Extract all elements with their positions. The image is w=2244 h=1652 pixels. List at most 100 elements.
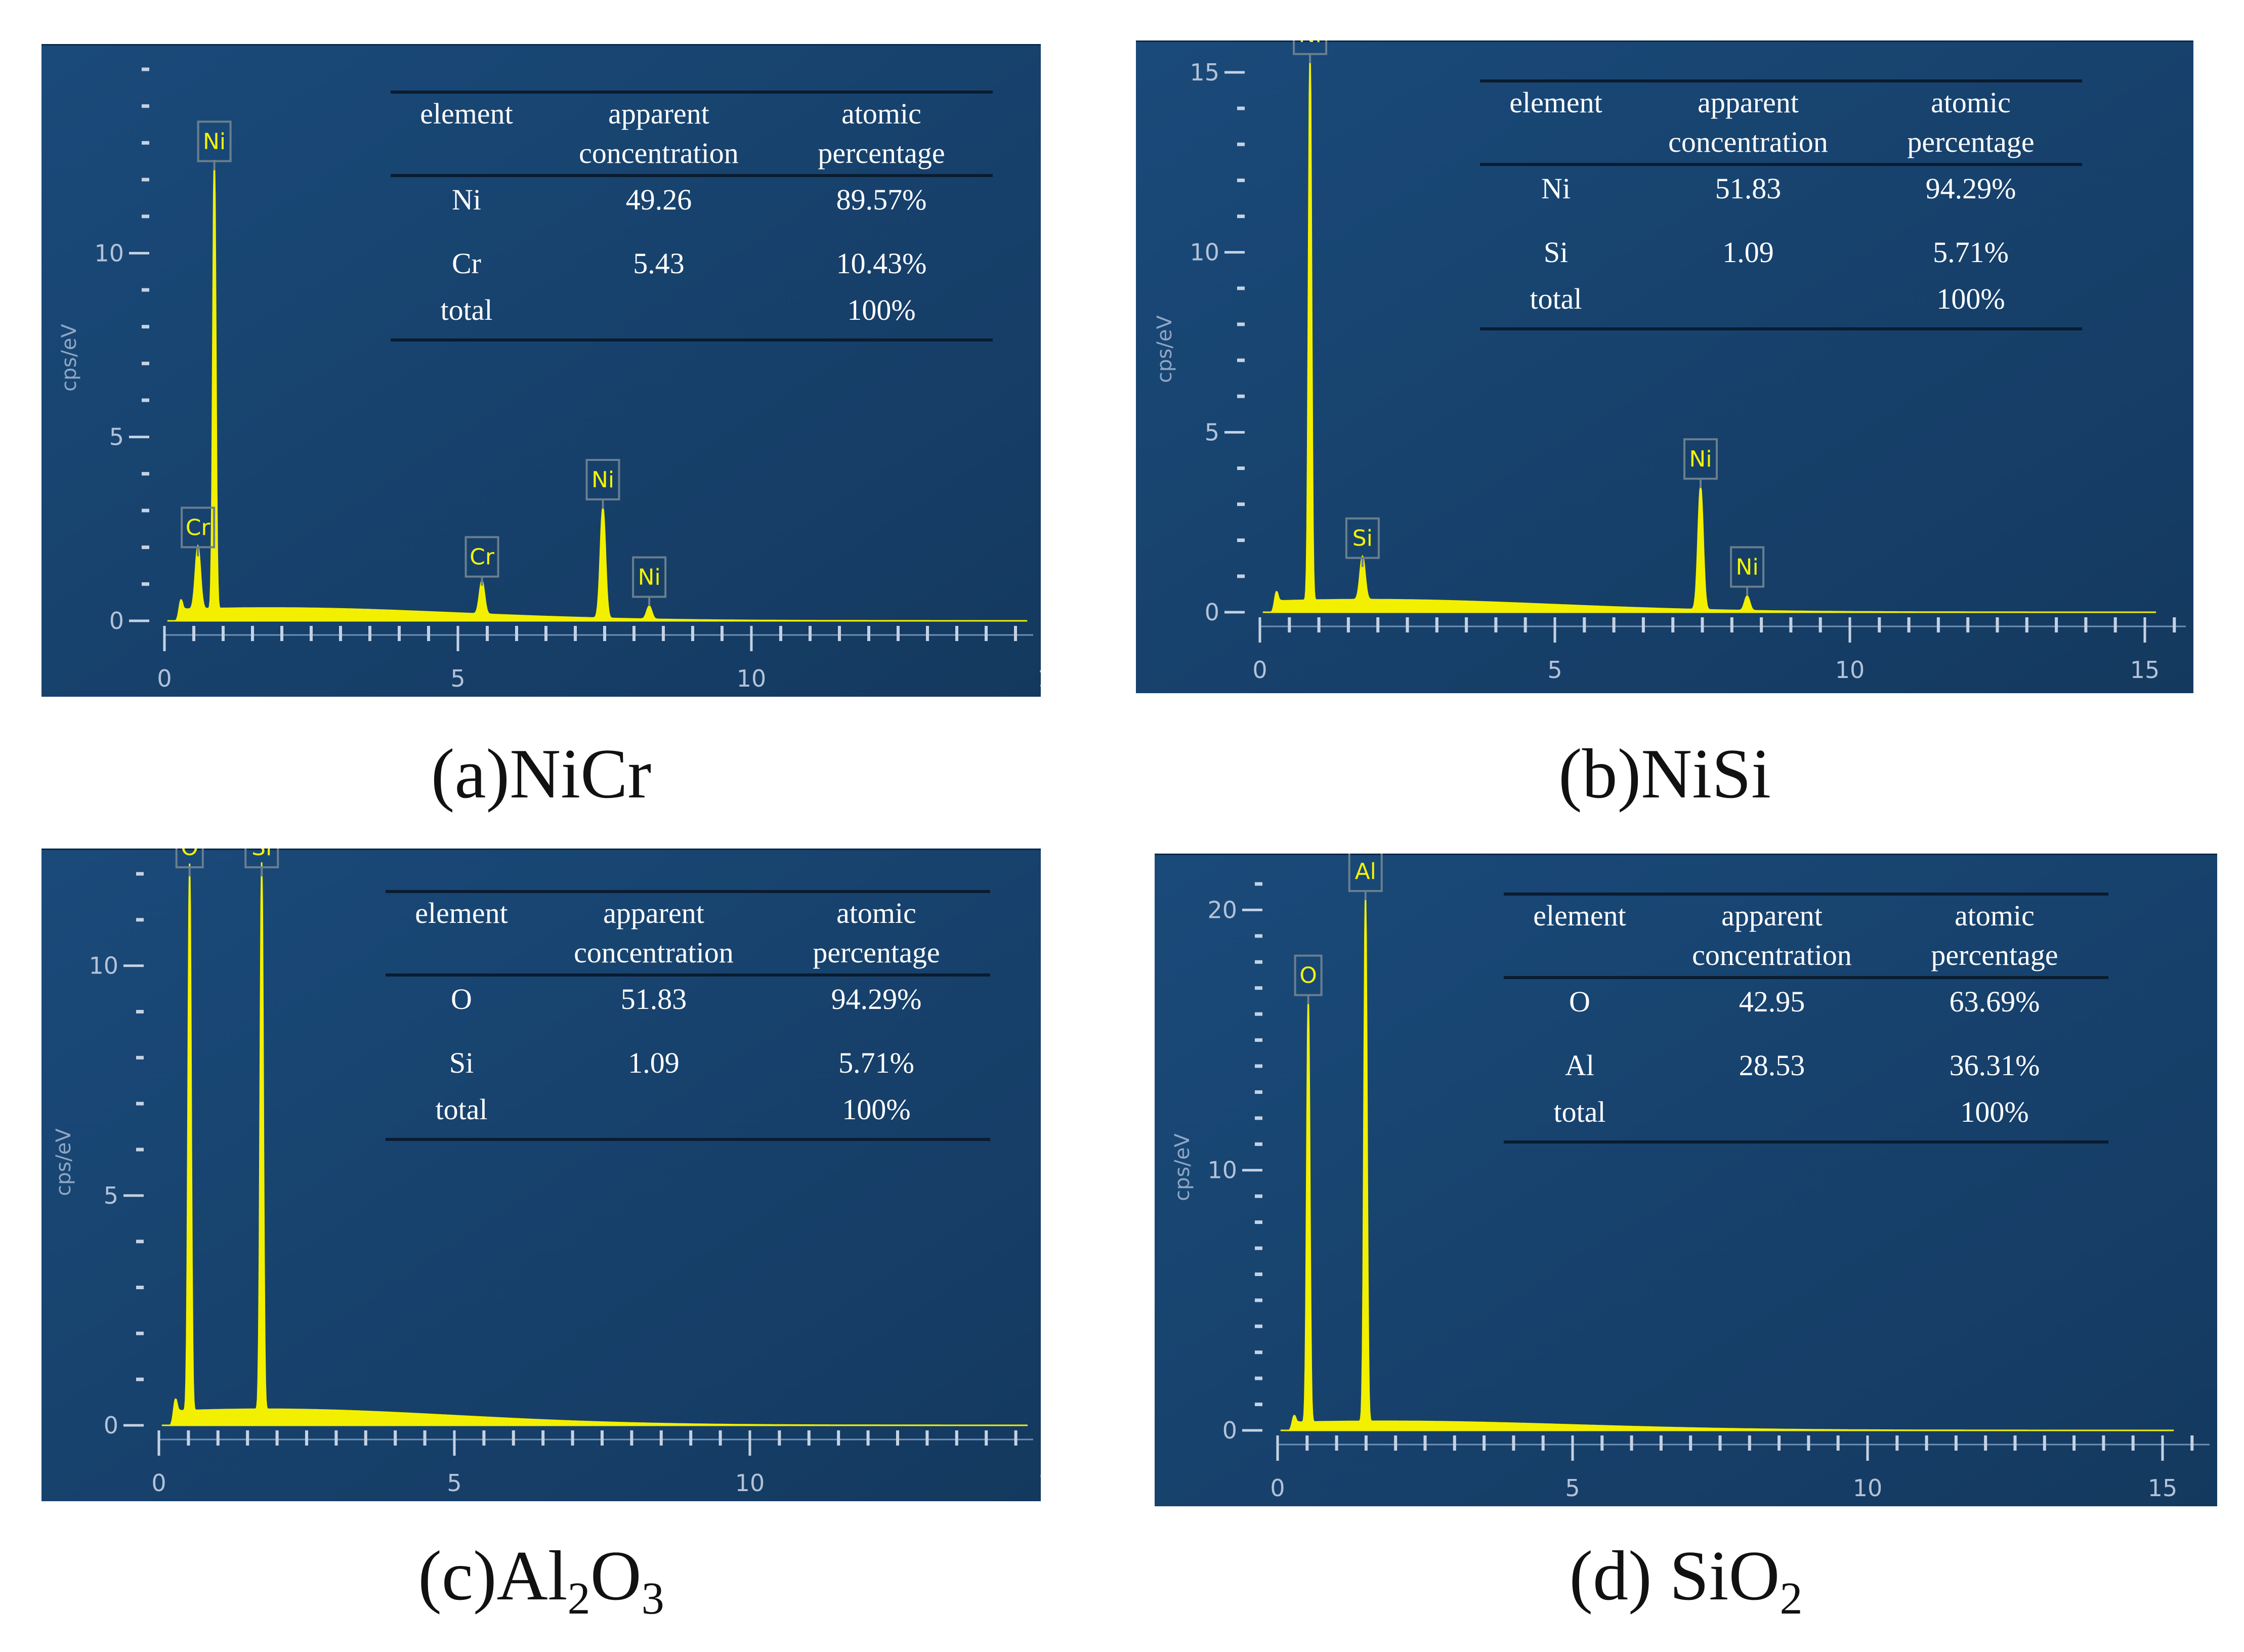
- y-axis-label: cps/eV: [1171, 1133, 1194, 1201]
- spectrum-panel-al2o3: cps/eV 0 5 10 0 5 10 1 O Si element apparent concent…: [41, 849, 1041, 1501]
- y-axis-label: cps/eV: [1153, 315, 1176, 383]
- x-tick-label: 10: [737, 665, 767, 692]
- peak-marker: O: [1294, 954, 1323, 1004]
- caption-al2o3-mid: O: [590, 1537, 642, 1615]
- peak-marker: Ni: [1683, 438, 1718, 488]
- y-tick-label: 0: [1205, 599, 1219, 626]
- peak-marker: Si: [244, 849, 279, 877]
- x-tick-label: 15: [2148, 1474, 2178, 1502]
- caption-al2o3-prefix: (c)Al: [418, 1537, 568, 1615]
- x-tick-label: 1: [1038, 1469, 1041, 1497]
- x-tick-label: 0: [1252, 656, 1267, 684]
- peak-marker: Ni: [585, 459, 620, 509]
- y-axis-label: cps/eV: [58, 324, 81, 392]
- plot-background: [1136, 40, 2193, 693]
- table-cell: 94.29%: [831, 983, 922, 1015]
- peak-label: Ni: [203, 129, 226, 154]
- peak-marker: Ni: [1293, 40, 1328, 63]
- table-header-cell: concentration: [579, 137, 739, 170]
- spectrum-chart: cps/eV 0 5 10 0 5 10 1 Cr Ni Cr Ni Ni element apparent…: [41, 44, 1041, 697]
- table-header-cell: apparent: [603, 897, 704, 929]
- table-cell: 1.09: [628, 1046, 680, 1079]
- table-cell: Ni: [452, 183, 481, 216]
- table-cell: 5.71%: [1933, 236, 2009, 269]
- x-tick-label: 15: [2130, 656, 2160, 684]
- spectrum-trace: [161, 862, 1028, 1426]
- spectrum-trace: [1262, 53, 2156, 613]
- peak-label: O: [181, 849, 198, 861]
- x-tick-label: 10: [1853, 1474, 1883, 1502]
- table-header-cell: percentage: [813, 936, 940, 969]
- table-header-cell: concentration: [1668, 125, 1828, 158]
- spectrum-chart: cps/eV 0 10 20 0 5 10 15 O Al element apparent conce…: [1155, 854, 2217, 1506]
- table-cell: 63.69%: [1950, 985, 2040, 1018]
- peak-marker-box: [1293, 40, 1328, 55]
- peak-label: Ni: [591, 467, 614, 493]
- spectrum-panel-nicr: cps/eV 0 5 10 0 5 10 1 Cr Ni Cr Ni Ni element apparent…: [41, 44, 1041, 697]
- table-cell: 36.31%: [1950, 1049, 2040, 1082]
- y-tick-label: 10: [1190, 239, 1219, 266]
- table-cell: O: [451, 983, 472, 1015]
- table-cell: Cr: [452, 247, 481, 280]
- table-header-cell: percentage: [1907, 125, 2034, 158]
- table-cell: Al: [1565, 1049, 1594, 1082]
- peak-label: Ni: [1689, 446, 1712, 472]
- peak-marker-box: [1294, 954, 1323, 996]
- table-header-cell: percentage: [1931, 939, 2058, 971]
- x-tick-label: 0: [151, 1469, 166, 1497]
- peak-marker: Al: [1348, 854, 1383, 900]
- table-cell: Si: [1544, 236, 1568, 269]
- peak-label: Cr: [470, 544, 495, 570]
- spectrum-panel-sio2: cps/eV 0 10 20 0 5 10 15 O Al element apparent conce…: [1155, 854, 2217, 1506]
- y-tick-label: 5: [1205, 418, 1219, 446]
- x-tick-label: 0: [157, 665, 172, 692]
- table-cell: 28.53: [1739, 1049, 1805, 1082]
- table-header-element: element: [420, 97, 513, 130]
- table-cell: Ni: [1541, 172, 1571, 205]
- y-tick-label: 15: [1190, 59, 1219, 86]
- table-cell: total: [1530, 282, 1582, 315]
- table-header-cell: concentration: [1692, 939, 1852, 971]
- peak-label: Ni: [1736, 555, 1759, 580]
- spectrum-chart: cps/eV 0 5 10 0 5 10 1 O Si element apparent concent…: [41, 849, 1041, 1501]
- caption-sio2: (d) SiO2: [1569, 1537, 1803, 1624]
- y-tick-label: 5: [104, 1182, 118, 1209]
- table-cell: 5.43: [633, 247, 685, 280]
- table-cell: 100%: [847, 293, 915, 326]
- plot-background: [1155, 854, 2217, 1506]
- table-cell: O: [1569, 985, 1590, 1018]
- x-tick-label: 5: [1565, 1474, 1580, 1502]
- x-tick-label: 0: [1270, 1474, 1285, 1502]
- table-cell: 1.09: [1722, 236, 1774, 269]
- peak-marker: Si: [1345, 517, 1380, 567]
- table-cell: total: [435, 1093, 487, 1126]
- table-cell: 100%: [1960, 1095, 2028, 1128]
- table-cell: total: [1553, 1095, 1605, 1128]
- x-tick-label: 5: [1547, 656, 1562, 684]
- y-tick-label: 10: [1207, 1157, 1237, 1184]
- table-cell: 51.83: [621, 983, 687, 1015]
- table-cell: 100%: [842, 1093, 910, 1126]
- y-tick-label: 10: [89, 952, 118, 980]
- table-header-cell: atomic: [836, 897, 916, 929]
- table-cell: 51.83: [1715, 172, 1782, 205]
- table-header-cell: atomic: [1955, 899, 2035, 932]
- y-tick-label: 20: [1207, 896, 1237, 923]
- table-header-cell: apparent: [608, 97, 709, 130]
- plot-background: [41, 849, 1041, 1501]
- peak-label: Al: [1355, 859, 1376, 884]
- table-cell: 100%: [1936, 282, 2005, 315]
- caption-nisi: (b)NiSi: [1558, 735, 1771, 813]
- caption-al2o3: (c)Al2O3: [418, 1537, 664, 1624]
- y-tick-label: 10: [94, 239, 124, 267]
- x-tick-label: 5: [447, 1469, 461, 1497]
- table-cell: 89.57%: [836, 183, 927, 216]
- y-tick-label: 5: [109, 423, 124, 451]
- spectrum-panel-nisi: cps/eV 0 5 10 15 0 5 10 15 Ni Si Ni Ni element apparen…: [1136, 40, 2193, 693]
- table-header-cell: concentration: [574, 936, 734, 969]
- peak-label: Ni: [1299, 40, 1322, 48]
- peak-marker: Ni: [197, 120, 232, 171]
- table-header-cell: atomic: [1931, 86, 2011, 119]
- table-cell: Si: [449, 1046, 474, 1079]
- y-axis-label: cps/eV: [52, 1128, 75, 1196]
